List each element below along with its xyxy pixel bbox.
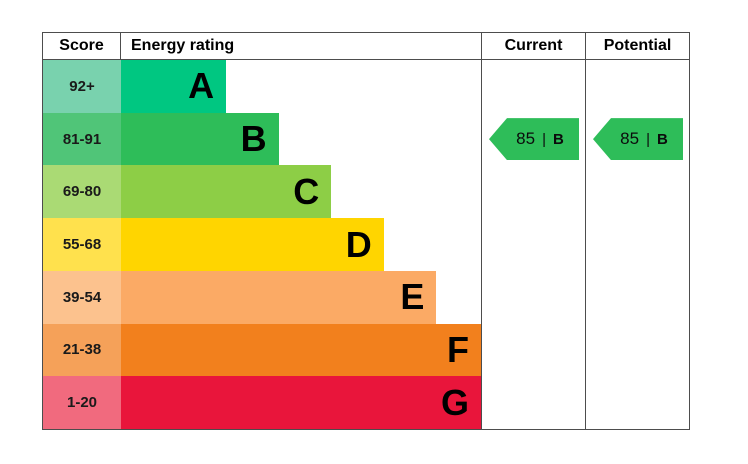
bands: 92+ A 81-91 B 69-80 C 55-68 D 39-54 E 21-38 F 1-20 G (43, 60, 481, 430)
current-header: Current (481, 33, 585, 59)
rating-letter: G (440, 381, 469, 423)
energy-rating-header: Energy rating (131, 37, 235, 54)
rating-bar-e: E (121, 270, 437, 324)
rating-bar-b: B (121, 112, 279, 166)
potential-rating-badge: 85 | B (593, 118, 683, 161)
current-value: 85 (516, 129, 536, 149)
band-row-b: 81-91 B (43, 112, 481, 166)
rating-bar-c: C (121, 165, 332, 219)
rating-bar-a: A (121, 60, 227, 113)
potential-header: Potential (585, 33, 689, 59)
band-row-f: 21-38 F (43, 323, 481, 377)
band-row-g: 1-20 G (43, 376, 481, 430)
score-range: 81-91 (43, 112, 121, 166)
current-letter: B (552, 130, 564, 148)
current-column: 85 | B (481, 60, 585, 429)
score-range: 55-68 (43, 218, 121, 271)
band-row-d: 55-68 D (43, 218, 481, 271)
rating-letter: C (293, 170, 320, 212)
potential-value: 85 (620, 129, 640, 149)
rating-letter: F (447, 328, 469, 370)
band-row-a: 92+ A (43, 60, 481, 113)
score-range: 1-20 (43, 376, 121, 430)
score-header: Score (43, 33, 121, 59)
table-body: 92+ A 81-91 B 69-80 C 55-68 D 39-54 E 21-38 F 1-20 G … (43, 60, 689, 430)
badge-divider: | (646, 130, 650, 148)
rating-bar-d: D (121, 218, 384, 271)
potential-letter: B (656, 130, 668, 148)
potential-column: 85 | B (585, 60, 689, 429)
rating-letter: A (188, 65, 215, 107)
rating-letter: E (400, 276, 425, 318)
rating-bar-f: F (121, 323, 481, 377)
score-range: 69-80 (43, 165, 121, 219)
score-range: 39-54 (43, 270, 121, 324)
badge-divider: | (542, 130, 546, 148)
rating-bar-g: G (121, 376, 481, 430)
current-rating-badge: 85 | B (489, 118, 579, 161)
band-row-c: 69-80 C (43, 165, 481, 219)
rating-letter: B (240, 118, 267, 160)
rating-letter: D (345, 223, 372, 265)
table-header: Score Energy rating Current Potential (43, 33, 689, 60)
score-range: 21-38 (43, 323, 121, 377)
rating-table: Score Energy rating Current Potential 92… (42, 32, 690, 430)
score-range: 92+ (43, 60, 121, 113)
band-row-e: 39-54 E (43, 270, 481, 324)
